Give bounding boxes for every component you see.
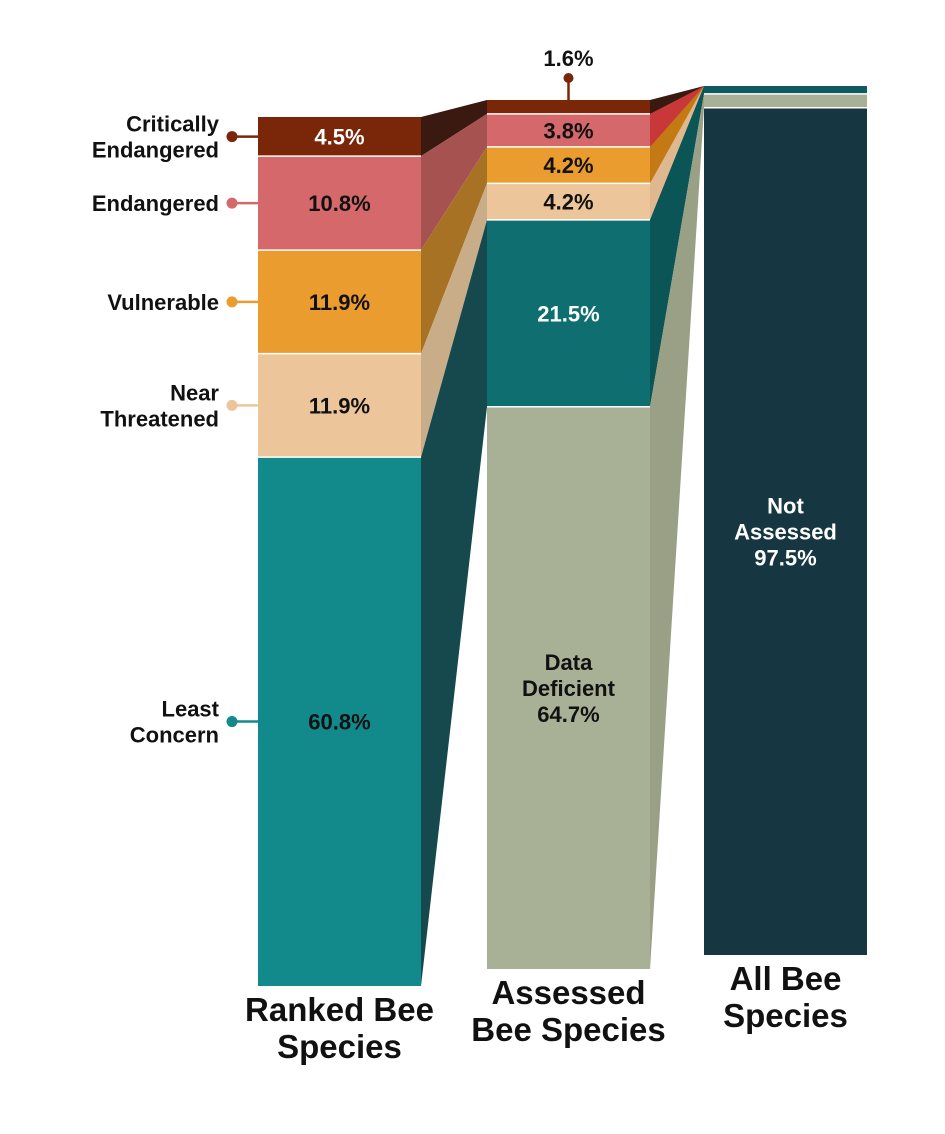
bars — [258, 86, 867, 986]
legend-dot-vulnerable — [226, 296, 238, 308]
data-label-ranked-bee-species-critically-endangered: 4.5% — [314, 125, 364, 150]
connector-1-2-10 — [650, 93, 704, 970]
bar-assessed-bee-species-ranked-near-threatened — [487, 183, 650, 220]
data-label-ranked-bee-species-vulnerable: 11.9% — [309, 290, 370, 315]
legend-dot-critically-endangered — [226, 131, 238, 143]
connector-0-1-3 — [421, 183, 487, 458]
data-label-assessed-bee-species-ranked-vulnerable: 4.2% — [543, 153, 593, 178]
data-label-assessed-bee-species-ranked-endangered: 3.8% — [543, 118, 593, 143]
legend-label-near-threatened: Near Threatened — [100, 380, 219, 431]
category-labels: Ranked Bee Species Assessed Bee Species All … — [245, 960, 848, 1065]
legend-dot-near-threatened — [226, 399, 238, 411]
data-label-assessed-bee-species-ranked-near-threatened: 4.2% — [543, 190, 593, 215]
connectors — [421, 86, 704, 986]
data-label-ranked-bee-species-endangered: 10.8% — [308, 191, 370, 216]
data-label-assessed-bee-species-ranked-least-concern: 21.5% — [537, 301, 599, 326]
bar-ranked-bee-species-near-threatened — [258, 353, 421, 458]
bar-ranked-bee-species-critically-endangered — [258, 117, 421, 157]
connector-0-1-4 — [421, 219, 487, 986]
bar-all-bee-species-assessed-ranked — [704, 86, 867, 94]
data-label-assessed-bee-species-data-deficient: Data Deficient 64.7% — [522, 650, 616, 727]
data-label-ranked-bee-species-least-concern: 60.8% — [308, 710, 370, 735]
bar-assessed-bee-species-ranked-critically-endangered — [487, 100, 650, 114]
bar-ranked-bee-species-vulnerable — [258, 250, 421, 354]
bar-all-bee-species-assessed-data-deficient — [704, 93, 867, 108]
bar-ranked-bee-species-endangered — [258, 156, 421, 251]
connector-0-1-2 — [421, 146, 487, 354]
connector-0-1-1 — [421, 113, 487, 251]
data-label-assessed-bee-species-ranked-critically-endangered: 1.6% — [543, 46, 593, 71]
bar-assessed-bee-species-ranked-least-concern — [487, 219, 650, 407]
segment-labels: 4.5% 10.8% 11.9% 11.9% 60.8% 1.6% 3.8% 4.2% 4.2%… — [308, 46, 837, 735]
bar-assessed-bee-species-data-deficient — [487, 406, 650, 970]
legend-label-least-concern: Least Concern — [130, 697, 220, 748]
legend-label-endangered: Endangered — [92, 191, 219, 216]
connector-1-2-9 — [650, 86, 704, 407]
category-label-all-bee-species: All Bee Species — [723, 960, 848, 1034]
data-label-leader-dot — [563, 73, 574, 83]
legend-dot-endangered — [226, 197, 238, 209]
category-label-assessed-bee-species: Assessed Bee Species — [471, 974, 665, 1048]
legend-label-critically-endangered: Critically Endangered — [92, 112, 220, 163]
legend-label-vulnerable: Vulnerable — [107, 290, 219, 315]
connector-0-1-0 — [421, 100, 487, 157]
category-label-ranked-bee-species: Ranked Bee Species — [245, 991, 434, 1065]
bar-assessed-bee-species-ranked-endangered — [487, 113, 650, 147]
legend: Critically Endangered Endangered Vulnerable… — [92, 112, 258, 748]
data-label-ranked-bee-species-near-threatened: 11.9% — [309, 393, 370, 418]
bar-all-bee-species-not-assessed — [704, 107, 867, 956]
data-label-all-bee-species-not-assessed: Not Assessed 97.5% — [734, 493, 837, 570]
legend-dot-least-concern — [226, 716, 238, 728]
bar-ranked-bee-species-least-concern — [258, 457, 421, 986]
bar-assessed-bee-species-ranked-vulnerable — [487, 146, 650, 184]
